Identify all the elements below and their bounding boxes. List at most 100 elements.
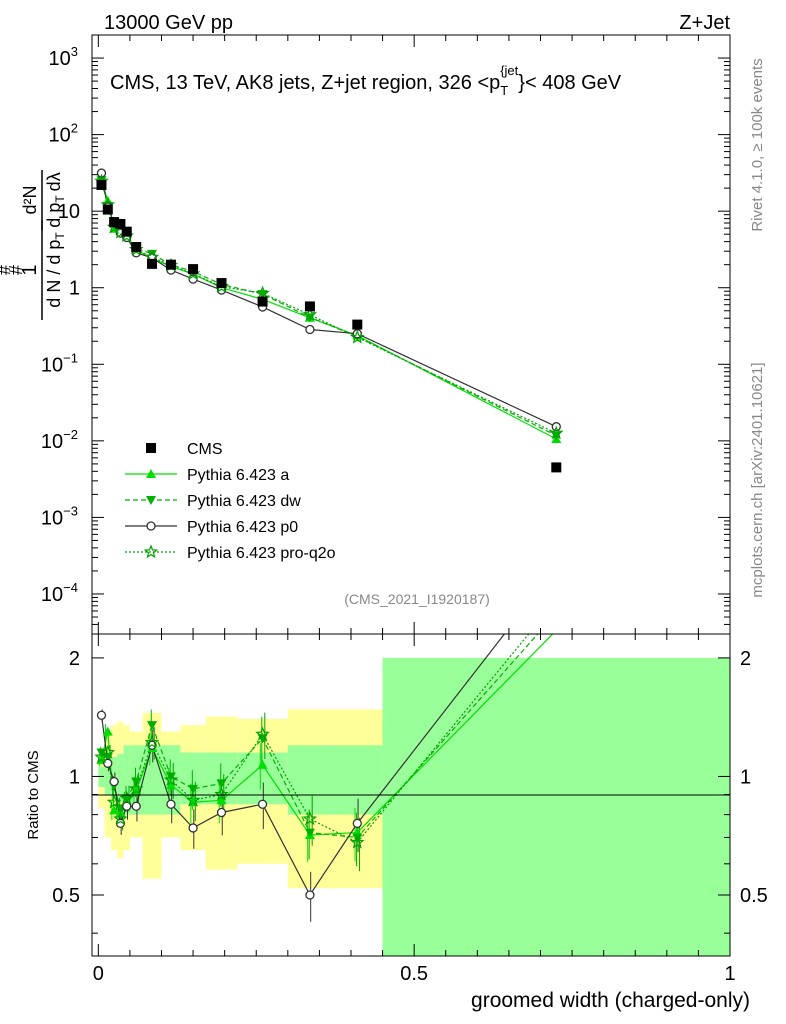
legend: CMS Pythia 6.423 a Pythia 6.423 dw Pythia 6… xyxy=(125,441,336,562)
data-point xyxy=(96,179,107,190)
legend-label: Pythia 6.423 pro-q2o xyxy=(187,545,336,562)
y-tick-label-main: 10−1 xyxy=(41,350,78,376)
y-tick-label-ratio-left: 1 xyxy=(69,766,80,788)
svg-text:d pTdλ: d pTdλ xyxy=(44,172,67,227)
legend-marker xyxy=(143,544,159,559)
series-point-ratio xyxy=(109,777,119,787)
series-point-ratio xyxy=(165,780,176,790)
data-point xyxy=(102,204,113,215)
series-point-ratio xyxy=(216,795,227,805)
series-point-ratio xyxy=(188,784,199,794)
y-tick-label-main: 1 xyxy=(69,278,80,300)
series-point-ratio xyxy=(128,781,144,796)
series-point-main xyxy=(305,324,315,335)
y-tick-label-ratio-right: 2 xyxy=(740,648,751,670)
svg-text:d N / d pT: d N / d pT xyxy=(44,232,67,308)
series-point-ratio xyxy=(103,758,113,768)
series-point-ratio xyxy=(216,807,227,818)
data-point xyxy=(115,218,126,229)
series-point-ratio xyxy=(96,710,107,720)
series-point-ratio xyxy=(166,799,176,809)
series-point-ratio xyxy=(100,744,116,759)
legend-marker xyxy=(146,521,156,531)
band-inner-bin xyxy=(123,745,130,815)
main-lines xyxy=(100,172,557,440)
data-point xyxy=(188,264,199,275)
data-point xyxy=(109,217,120,228)
series-point-ratio xyxy=(147,721,158,731)
series-point-ratio xyxy=(257,759,268,769)
plot-title: CMS, 13 TeV, AK8 jets, Z+jet region, 326… xyxy=(110,63,622,98)
legend-label: CMS xyxy=(187,441,223,458)
series-line-main xyxy=(100,181,557,440)
band-inner-bin xyxy=(382,657,730,956)
y-tick-label-main: 10−3 xyxy=(41,503,78,529)
data-point xyxy=(216,278,227,289)
series-line-main xyxy=(100,180,557,437)
x-tick-label: 0 xyxy=(93,963,104,985)
series-point-ratio xyxy=(352,818,362,829)
x-tick-label: 0.5 xyxy=(400,963,428,985)
data-point xyxy=(304,301,315,312)
series-point-main xyxy=(255,285,270,300)
series-point-ratio xyxy=(188,823,198,833)
y-tick-label-main: 10 xyxy=(58,201,80,223)
legend-label: Pythia 6.423 p0 xyxy=(187,519,298,536)
x-tick-label: 1 xyxy=(724,963,735,985)
series-point-ratio xyxy=(216,779,227,789)
series-point-main xyxy=(96,168,107,178)
svg-text:1: 1 xyxy=(19,264,41,275)
y-tick-label-main: 10−4 xyxy=(41,580,78,606)
series-point-ratio xyxy=(109,805,120,815)
legend-label: Pythia 6.423 a xyxy=(187,467,289,484)
series-point-ratio xyxy=(94,749,109,764)
series-line-ratio xyxy=(100,634,506,897)
svg-text:d²N: d²N xyxy=(20,185,40,214)
axes: 0 0.5 1 10−4 10−3 10−2 10−1 1 10 102 103 0.5 0.5 1 1 2 2 xyxy=(41,34,768,985)
rivet-label: Rivet 4.1.0, ≥ 100k events xyxy=(749,58,766,231)
series-point-ratio xyxy=(255,726,270,741)
series-point-ratio xyxy=(304,828,315,838)
series-point-ratio xyxy=(165,772,176,782)
series-point-ratio xyxy=(102,726,113,736)
series-point-ratio xyxy=(257,799,268,809)
markers xyxy=(94,168,564,900)
series-point-main xyxy=(257,290,268,300)
analysis-id: (CMS_2021_I1920187) xyxy=(344,591,490,607)
band-inner-bin xyxy=(142,745,162,815)
series-point-main xyxy=(350,329,365,344)
data-point xyxy=(121,226,132,237)
y-tick-label-ratio-right: 1 xyxy=(740,766,751,788)
series-point-ratio xyxy=(305,890,315,900)
legend-label: Pythia 6.423 dw xyxy=(187,493,301,510)
y-tick-label-ratio-left: 0.5 xyxy=(52,885,80,907)
x-axis-label: groomed width (charged-only) xyxy=(471,989,750,1012)
series-point-ratio xyxy=(185,792,201,807)
band-inner-bin xyxy=(287,745,333,815)
y-tick-label-main: 102 xyxy=(49,121,78,147)
series-point-ratio xyxy=(302,811,318,826)
series-point-ratio xyxy=(119,790,134,805)
band-inner-bin xyxy=(117,754,124,803)
series-point-ratio xyxy=(122,801,132,811)
series-point-ratio xyxy=(350,834,365,849)
series-point-ratio xyxy=(144,734,160,749)
data-point xyxy=(147,258,158,269)
series-point-ratio xyxy=(113,811,128,826)
data-point xyxy=(352,319,363,330)
y-tick-label-main: 103 xyxy=(49,44,78,70)
data-point xyxy=(551,462,562,473)
band-inner-bin xyxy=(104,760,111,795)
data-point xyxy=(257,296,268,307)
y-axis-label-top: # 1 d N / d pT # d²N d pTdλ xyxy=(0,170,67,320)
y-tick-label-ratio-left: 2 xyxy=(69,648,80,670)
header-process: Z+Jet xyxy=(679,12,730,34)
data-point xyxy=(165,259,176,270)
data-point xyxy=(131,242,142,253)
series-point-main xyxy=(549,425,564,440)
y-tick-label-ratio-right: 0.5 xyxy=(740,885,768,907)
ratio-bands xyxy=(98,657,730,956)
legend-marker xyxy=(146,496,156,505)
band-inner-bin xyxy=(332,745,383,815)
